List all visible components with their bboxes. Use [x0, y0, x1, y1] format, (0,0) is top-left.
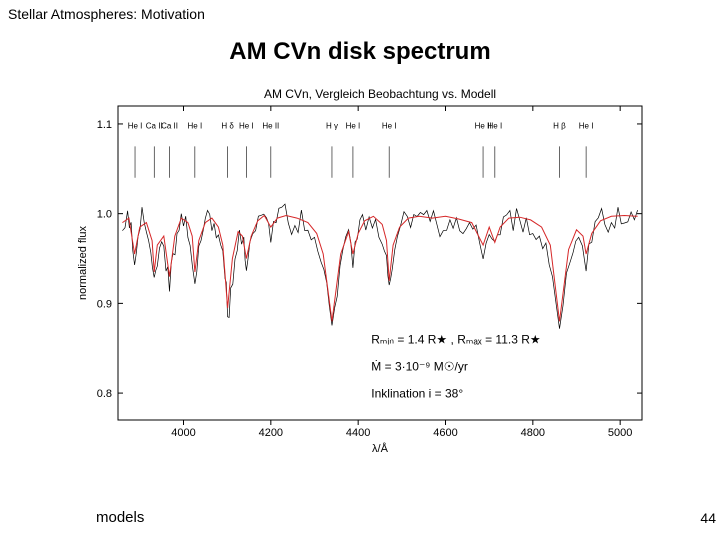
- svg-text:He I: He I: [128, 121, 143, 130]
- svg-text:4800: 4800: [521, 427, 545, 439]
- svg-text:normalized flux: normalized flux: [77, 226, 89, 300]
- page-title: AM CVn disk spectrum: [0, 38, 720, 66]
- page-number: 44: [700, 510, 716, 526]
- svg-text:4400: 4400: [346, 427, 370, 439]
- svg-text:He I: He I: [346, 121, 361, 130]
- svg-text:0.9: 0.9: [97, 298, 112, 310]
- spectrum-chart: AM CVn, Vergleich Beobachtung vs. Modell…: [70, 84, 650, 454]
- svg-text:H δ: H δ: [221, 121, 234, 130]
- svg-text:λ/Å: λ/Å: [372, 442, 389, 454]
- svg-text:He I: He I: [488, 121, 503, 130]
- svg-text:4200: 4200: [259, 427, 283, 439]
- svg-text:1.0: 1.0: [97, 209, 112, 221]
- svg-text:Inklination i = 38°: Inklination i = 38°: [371, 387, 463, 401]
- svg-text:He II: He II: [262, 121, 279, 130]
- svg-text:Rₘᵢₙ = 1.4 R★ , Rₘₐₓ = 11.3 R★: Rₘᵢₙ = 1.4 R★ , Rₘₐₓ = 11.3 R★: [371, 333, 540, 347]
- svg-text:Ca II: Ca II: [161, 121, 178, 130]
- svg-text:He I: He I: [188, 121, 203, 130]
- svg-text:4600: 4600: [433, 427, 457, 439]
- svg-text:4000: 4000: [171, 427, 195, 439]
- svg-text:5000: 5000: [608, 427, 632, 439]
- breadcrumb: Stellar Atmospheres: Motivation: [8, 6, 205, 22]
- footer-models-label: models: [96, 509, 144, 526]
- svg-text:He I: He I: [382, 121, 397, 130]
- svg-text:0.8: 0.8: [97, 388, 112, 400]
- svg-text:He I: He I: [239, 121, 254, 130]
- svg-text:H γ: H γ: [326, 121, 338, 130]
- svg-text:He I: He I: [579, 121, 594, 130]
- svg-text:H β: H β: [553, 121, 566, 130]
- svg-text:1.1: 1.1: [97, 119, 112, 131]
- svg-text:Ṁ = 3·10⁻⁹ M☉/yr: Ṁ = 3·10⁻⁹ M☉/yr: [371, 360, 468, 374]
- svg-text:AM CVn, Vergleich Beobachtung: AM CVn, Vergleich Beobachtung vs. Modell: [264, 87, 496, 101]
